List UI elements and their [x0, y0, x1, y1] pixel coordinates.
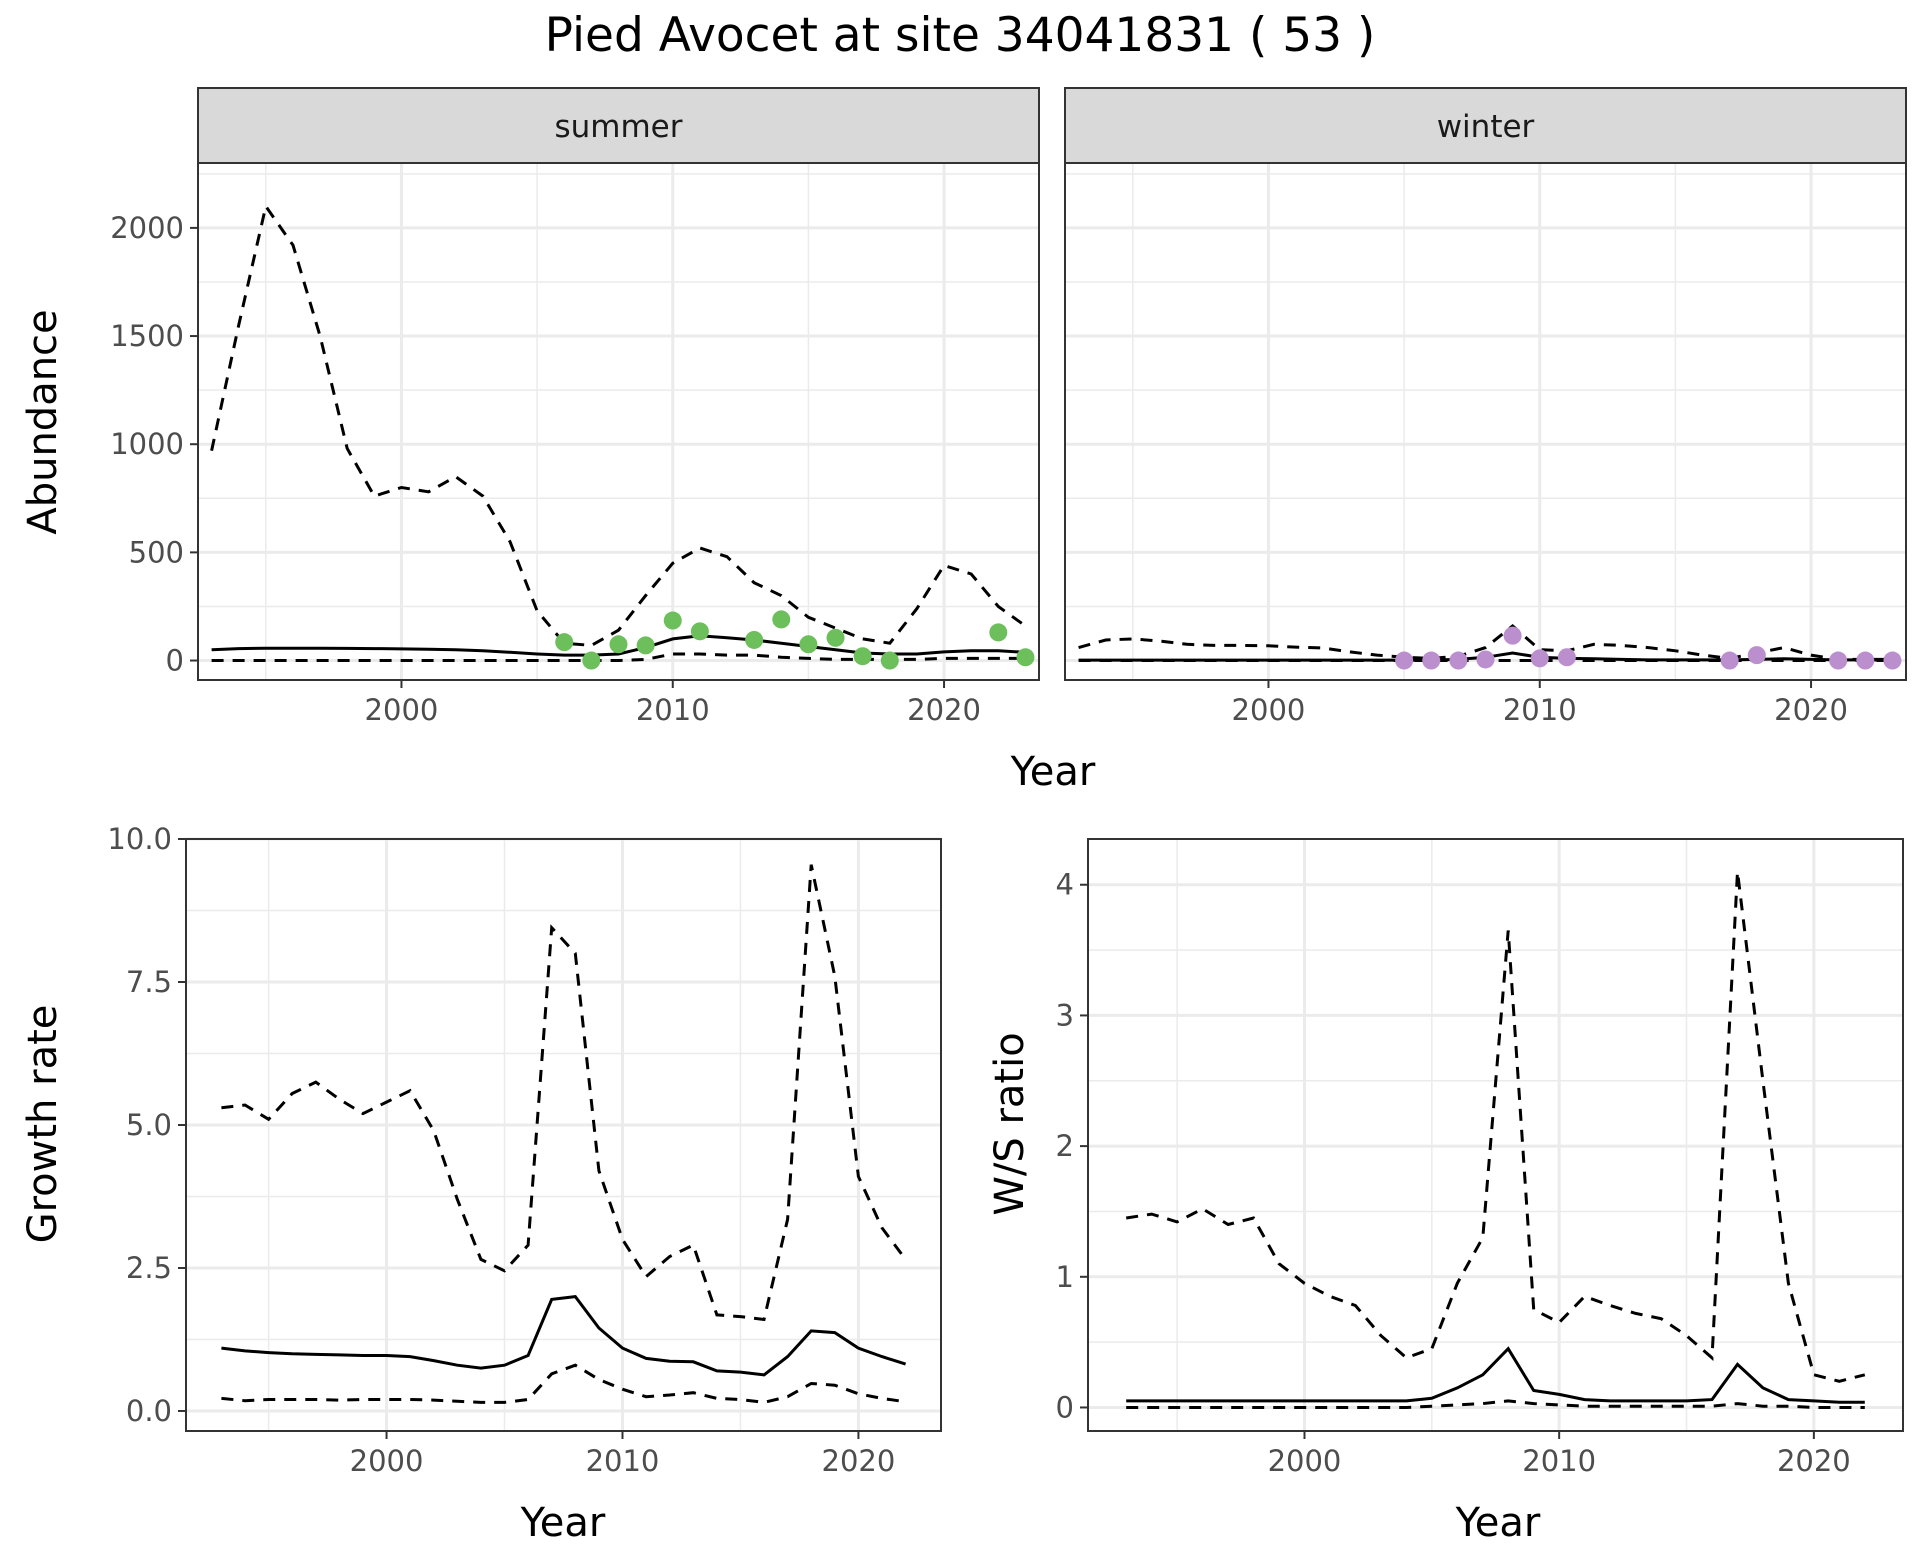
ws-ratio-y-tick-label: 1: [1056, 1260, 1074, 1294]
ws-ratio-lower-bound-line: [1126, 1399, 1865, 1409]
winter-observation-point: [1747, 646, 1766, 665]
growth-x-tick-label: 2000: [350, 1444, 424, 1478]
growth-y-tick-label: 0.0: [126, 1394, 172, 1428]
abundance-summer-panel: 2000 2010 2020 0 500 1000 1500 2000 summer: [110, 87, 1040, 727]
ws-ratio-x-tick-label: 2020: [1777, 1444, 1851, 1478]
ws-ratio-y-axis-title: W/S ratio: [987, 1032, 1033, 1215]
ws-ratio-y-tick-label: 0: [1056, 1390, 1074, 1424]
ws-ratio-y-tick-label: 2: [1056, 1129, 1074, 1163]
summer-observation-point: [582, 651, 601, 670]
growth-rate-panel: 2000 2010 2020 0.0 2.5 5.0 7.5 10.0: [107, 822, 942, 1478]
winter-x-tick-label: 2010: [1503, 693, 1577, 727]
winter-observation-point: [1422, 651, 1441, 670]
winter-observation-point: [1856, 651, 1875, 670]
summer-y-tick-label: 500: [129, 535, 184, 569]
summer-y-tick-label: 0: [166, 644, 184, 678]
growth-x-axis-title: Year: [520, 1500, 606, 1546]
growth-panel-border: [185, 838, 942, 1432]
winter-observation-point: [1503, 626, 1522, 645]
summer-y-tick-label: 1000: [110, 427, 184, 461]
winter-observation-point: [1530, 649, 1549, 668]
winter-facet-strip: [1064, 87, 1907, 164]
ws-ratio-upper-bound-line: [1125, 871, 1866, 1383]
growth-x-tick-label: 2020: [822, 1444, 896, 1478]
summer-observation-point: [880, 651, 899, 670]
page-title: Pied Avocet at site 34041831 ( 53 ): [544, 8, 1376, 63]
summer-x-tick-label: 2020: [907, 693, 981, 727]
abundance-winter-panel: 2000 2010 2020 winter: [1064, 87, 1907, 727]
summer-y-tick-label: 2000: [110, 211, 184, 245]
ws-ratio-x-tick-label: 2010: [1522, 1444, 1596, 1478]
ws-ratio-panel: 2000 2010 2020 0 1 2 3 4: [1056, 838, 1904, 1478]
winter-observation-point: [1395, 651, 1414, 670]
growth-y-axis-title: Growth rate: [20, 1005, 66, 1244]
summer-observation-point: [799, 635, 818, 654]
summer-upper-bound-line: [210, 202, 1027, 647]
abundance-y-axis-title: Abundance: [20, 309, 66, 534]
growth-lower-bound-line: [221, 1363, 906, 1404]
growth-y-tick-label: 10.0: [107, 822, 172, 856]
growth-upper-bound-line: [221, 864, 907, 1322]
summer-observation-point: [745, 630, 764, 649]
summer-observation-point: [989, 623, 1008, 642]
winter-observation-point: [1720, 651, 1739, 670]
summer-x-tick-label: 2000: [365, 693, 439, 727]
summer-x-tick-label: 2010: [636, 693, 710, 727]
summer-observation-point: [853, 647, 872, 666]
winter-x-tick-label: 2020: [1774, 693, 1848, 727]
ws-ratio-y-tick-label: 3: [1056, 998, 1074, 1032]
winter-observation-point: [1449, 651, 1468, 670]
summer-observation-point: [772, 610, 791, 629]
growth-x-tick-label: 2010: [586, 1444, 660, 1478]
ws-ratio-mean-line: [1126, 1346, 1865, 1404]
ws-ratio-panel-border: [1087, 838, 1904, 1432]
summer-facet-strip: [197, 87, 1040, 164]
abundance-x-axis-title: Year: [1010, 749, 1096, 795]
summer-y-tick-label: 1500: [110, 319, 184, 353]
growth-y-tick-label: 2.5: [126, 1251, 172, 1285]
ws-ratio-x-axis-title: Year: [1455, 1500, 1541, 1546]
growth-y-tick-label: 5.0: [126, 1108, 172, 1142]
summer-observation-point: [609, 635, 628, 654]
winter-x-tick-label: 2000: [1232, 693, 1306, 727]
ws-ratio-y-tick-label: 4: [1056, 868, 1074, 902]
summer-observation-point: [555, 633, 574, 652]
summer-observation-point: [636, 636, 655, 655]
winter-observation-point: [1557, 648, 1576, 667]
winter-observation-point: [1476, 650, 1495, 669]
summer-observation-point: [1016, 648, 1035, 667]
summer-facet-strip-label: summer: [554, 109, 682, 145]
summer-observation-point: [690, 622, 709, 641]
summer-panel-border: [197, 162, 1040, 681]
summer-observation-point: [826, 628, 845, 647]
winter-observation-point: [1883, 651, 1902, 670]
winter-observation-point: [1829, 651, 1848, 670]
growth-y-tick-label: 7.5: [126, 965, 172, 999]
winter-facet-strip-label: winter: [1437, 109, 1535, 145]
summer-observation-point: [663, 611, 682, 630]
ws-ratio-x-tick-label: 2000: [1268, 1444, 1342, 1478]
growth-mean-line: [221, 1295, 907, 1377]
winter-panel-border: [1064, 162, 1907, 681]
